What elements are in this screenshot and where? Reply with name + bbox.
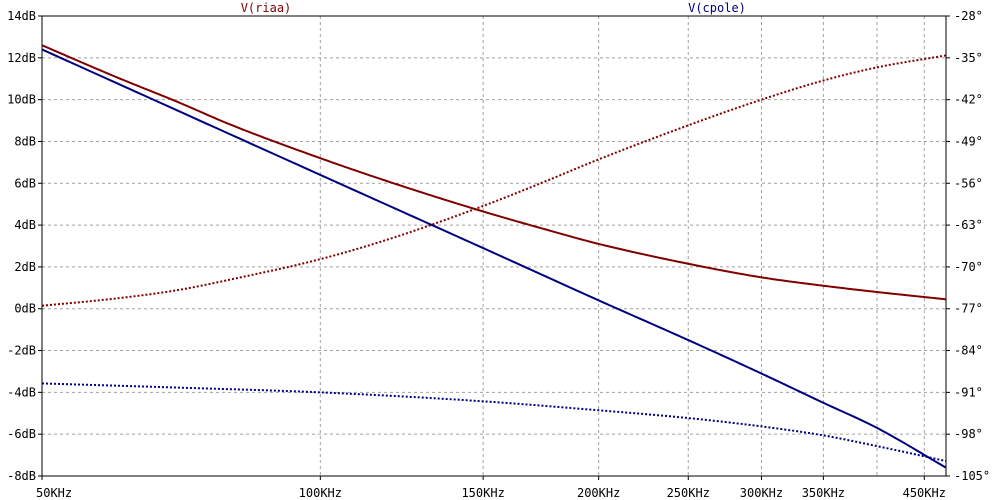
y-right-tick-label: -84° bbox=[954, 344, 983, 358]
v-cpole-phase-line bbox=[41, 382, 947, 463]
y-left-tick-label: 14dB bbox=[7, 9, 36, 23]
y-right-tick-label: -91° bbox=[954, 385, 983, 399]
x-tick-label: 450KHz bbox=[903, 486, 946, 500]
x-tick-label: 150KHz bbox=[461, 486, 504, 500]
y-left-tick-label: -8dB bbox=[7, 469, 36, 483]
y-left-tick-label: -6dB bbox=[7, 427, 36, 441]
y-right-tick-label: -70° bbox=[954, 260, 983, 274]
y-right-tick-label: -42° bbox=[954, 93, 983, 107]
y-left-tick-label: 0dB bbox=[14, 302, 36, 316]
y-right-tick-label: -105° bbox=[954, 469, 990, 483]
y-right-tick-label: -77° bbox=[954, 302, 983, 316]
y-left-tick-label: 4dB bbox=[14, 218, 36, 232]
v-cpole-magnitude-line bbox=[41, 48, 947, 469]
x-tick-label: 300KHz bbox=[740, 486, 783, 500]
v-riaa-phase-line bbox=[41, 54, 947, 307]
y-right-tick-label: -28° bbox=[954, 9, 983, 23]
y-left-tick-label: 6dB bbox=[14, 176, 36, 190]
y-right-tick-label: -35° bbox=[954, 51, 983, 65]
v-riaa-magnitude-line bbox=[41, 44, 947, 301]
x-tick-label: 50KHz bbox=[36, 486, 72, 500]
axis-ticks bbox=[38, 15, 950, 480]
y-left-tick-label: -2dB bbox=[7, 344, 36, 358]
y-right-tick-label: -63° bbox=[954, 218, 983, 232]
plot-frame bbox=[41, 15, 947, 477]
y-right-tick-label: -56° bbox=[954, 176, 983, 190]
x-tick-label: 350KHz bbox=[802, 486, 845, 500]
x-tick-label: 200KHz bbox=[577, 486, 620, 500]
y-left-tick-label: 10dB bbox=[7, 93, 36, 107]
series-title-riaa: V(riaa) bbox=[241, 1, 292, 15]
grid-lines bbox=[42, 16, 946, 476]
y-left-tick-label: 12dB bbox=[7, 51, 36, 65]
traces bbox=[41, 44, 947, 469]
y-right-tick-label: -49° bbox=[954, 134, 983, 148]
series-title-cpole: V(cpole) bbox=[688, 1, 746, 15]
y-left-tick-label: 2dB bbox=[14, 260, 36, 274]
y-left-tick-label: 8dB bbox=[14, 134, 36, 148]
axis-labels: 14dB 12dB 10dB 8dB 6dB 4dB 2dB 0dB -2dB -4dB -6dB -… bbox=[7, 9, 990, 500]
y-left-tick-label: -4dB bbox=[7, 385, 36, 399]
x-tick-label: 250KHz bbox=[667, 486, 710, 500]
y-right-tick-label: -98° bbox=[954, 427, 983, 441]
x-tick-label: 100KHz bbox=[299, 486, 342, 500]
